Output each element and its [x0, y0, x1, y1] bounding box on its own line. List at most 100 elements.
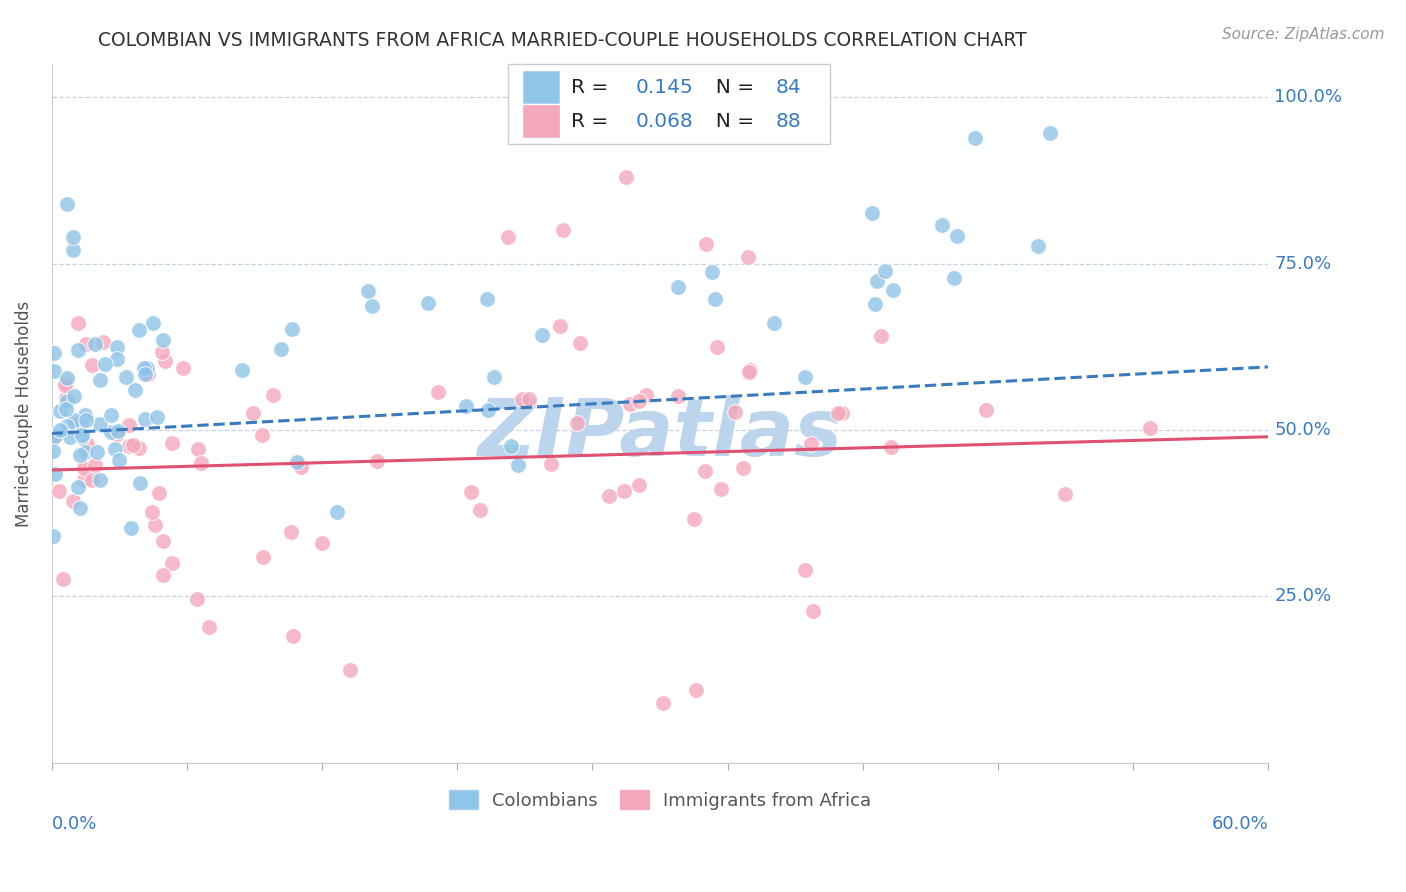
Point	[865, 274, 887, 288]
Point	[75, 336, 97, 351]
Point	[468, 503, 491, 517]
Text: 25.0%: 25.0%	[1274, 588, 1331, 606]
Point	[53, 378, 76, 392]
FancyBboxPatch shape	[508, 64, 831, 145]
Point	[118, 418, 141, 433]
Point	[67, 317, 90, 331]
Point	[143, 518, 166, 533]
Point	[55, 401, 77, 416]
Point	[42, 528, 65, 542]
Point	[512, 392, 534, 406]
Point	[426, 385, 449, 400]
Text: 100.0%: 100.0%	[1274, 88, 1343, 106]
Point	[794, 369, 817, 384]
Point	[42, 346, 65, 360]
Point	[100, 425, 122, 439]
Point	[418, 296, 440, 310]
Point	[94, 357, 117, 371]
Point	[91, 335, 114, 350]
Point	[737, 250, 759, 264]
Point	[517, 392, 540, 406]
Legend: Colombians, Immigrants from Africa: Colombians, Immigrants from Africa	[441, 782, 879, 817]
Point	[794, 563, 817, 577]
Point	[499, 439, 522, 453]
Point	[150, 345, 173, 359]
Point	[105, 427, 128, 442]
Text: 88: 88	[776, 112, 801, 131]
Point	[252, 550, 274, 565]
Point	[142, 316, 165, 330]
Point	[70, 430, 93, 444]
Point	[666, 280, 689, 294]
Point	[695, 236, 717, 251]
Point	[148, 486, 170, 500]
Point	[187, 442, 209, 456]
Text: Source: ZipAtlas.com: Source: ZipAtlas.com	[1222, 27, 1385, 42]
Point	[281, 322, 304, 336]
Point	[62, 244, 84, 258]
Point	[540, 457, 562, 471]
Text: 0.0%: 0.0%	[52, 815, 97, 833]
Point	[62, 389, 84, 403]
Point	[862, 205, 884, 219]
Text: 75.0%: 75.0%	[1274, 255, 1331, 273]
Point	[49, 423, 72, 437]
Point	[66, 417, 89, 432]
FancyBboxPatch shape	[523, 71, 560, 103]
Point	[285, 455, 308, 469]
Point	[42, 432, 65, 446]
Point	[724, 405, 747, 419]
Point	[89, 473, 111, 487]
Point	[73, 461, 96, 475]
Point	[89, 417, 111, 431]
Point	[863, 297, 886, 311]
Point	[693, 464, 716, 478]
Point	[703, 292, 725, 306]
Point	[115, 370, 138, 384]
Point	[62, 493, 84, 508]
Point	[477, 403, 499, 417]
Point	[56, 393, 79, 408]
Point	[162, 556, 184, 570]
Point	[172, 361, 194, 376]
Point	[108, 453, 131, 467]
Point	[89, 373, 111, 387]
Point	[652, 696, 675, 710]
Point	[683, 511, 706, 525]
Point	[551, 223, 574, 237]
Point	[1026, 239, 1049, 253]
Point	[974, 403, 997, 417]
Point	[666, 389, 689, 403]
Point	[69, 448, 91, 462]
Point	[124, 383, 146, 397]
Point	[122, 438, 145, 452]
Point	[66, 343, 89, 358]
Point	[134, 367, 156, 381]
Point	[1139, 421, 1161, 435]
Point	[42, 443, 65, 458]
Text: R =: R =	[571, 78, 614, 96]
Point	[831, 406, 853, 420]
Point	[360, 299, 382, 313]
Point	[107, 424, 129, 438]
Point	[613, 483, 636, 498]
Text: 60.0%: 60.0%	[1212, 815, 1268, 833]
Text: 0.068: 0.068	[636, 112, 693, 131]
Point	[128, 322, 150, 336]
Point	[120, 521, 142, 535]
Point	[738, 363, 761, 377]
Point	[73, 473, 96, 487]
Point	[141, 505, 163, 519]
Point	[76, 437, 98, 451]
Point	[231, 363, 253, 377]
Point	[55, 391, 77, 405]
Point	[685, 682, 707, 697]
Point	[475, 292, 498, 306]
Point	[145, 410, 167, 425]
Point	[700, 265, 723, 279]
Point	[134, 412, 156, 426]
Point	[56, 371, 79, 385]
Point	[198, 620, 221, 634]
Point	[1039, 126, 1062, 140]
Point	[132, 360, 155, 375]
